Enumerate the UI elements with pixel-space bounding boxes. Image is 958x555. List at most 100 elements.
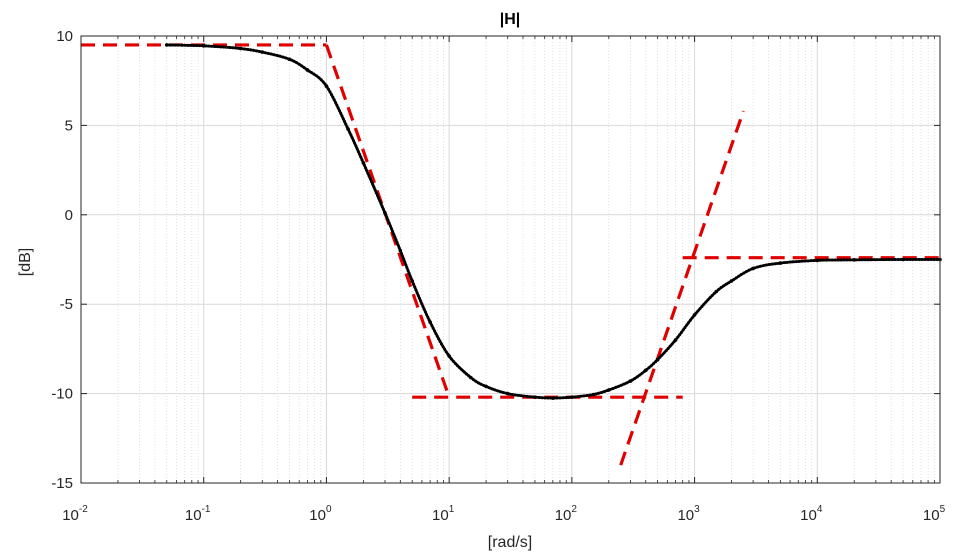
response-point <box>319 78 323 82</box>
response-point <box>349 133 353 137</box>
response-point <box>385 216 389 220</box>
response-point <box>685 323 689 327</box>
response-point <box>842 258 846 262</box>
response-point <box>622 382 626 386</box>
response-point <box>573 395 577 399</box>
response-point <box>872 258 876 262</box>
response-point <box>420 302 424 306</box>
data-point <box>305 68 310 72</box>
response-point <box>710 294 714 298</box>
response-point <box>168 43 172 47</box>
response-point <box>923 257 927 261</box>
response-point <box>818 258 822 262</box>
response-point <box>360 158 364 162</box>
response-point <box>773 262 777 266</box>
response-point <box>312 72 316 76</box>
response-point <box>788 260 792 264</box>
response-point <box>417 296 421 300</box>
response-point <box>453 362 457 366</box>
data-point <box>815 258 820 263</box>
response-point <box>377 196 381 200</box>
response-point <box>911 257 915 261</box>
response-point <box>440 342 444 346</box>
response-point <box>300 64 304 68</box>
data-point <box>852 258 857 262</box>
response-point <box>658 355 662 359</box>
response-point <box>737 274 741 278</box>
response-point <box>431 326 435 330</box>
response-point <box>435 334 439 338</box>
response-point <box>558 396 562 400</box>
response-point <box>490 387 494 391</box>
response-point <box>444 350 448 354</box>
response-point <box>329 92 333 96</box>
x-tick-base: 10 <box>62 507 79 524</box>
response-point <box>375 193 379 197</box>
response-point <box>540 396 544 400</box>
response-point <box>522 394 526 398</box>
response-point <box>401 254 405 258</box>
data-point <box>484 384 488 389</box>
response-point <box>561 396 565 400</box>
response-point <box>797 259 801 263</box>
response-point <box>412 282 416 286</box>
x-tick-label: 102 <box>555 504 578 524</box>
response-point <box>761 264 765 268</box>
response-point <box>860 258 864 262</box>
response-point <box>519 394 523 398</box>
response-point <box>670 342 674 346</box>
response-point <box>821 258 825 262</box>
data-point <box>901 257 905 262</box>
response-point <box>839 258 843 262</box>
response-point <box>866 258 870 262</box>
response-point <box>493 388 497 392</box>
response-point <box>848 258 852 262</box>
x-tick-base: 10 <box>923 507 940 524</box>
response-point <box>386 218 390 222</box>
response-point <box>782 261 786 265</box>
response-point <box>499 390 503 394</box>
response-point <box>394 238 398 242</box>
data-point <box>398 248 403 253</box>
response-point <box>292 59 296 63</box>
y-axis-label: [dB] <box>17 248 34 276</box>
response-point <box>358 152 362 156</box>
response-point <box>328 90 332 94</box>
response-point <box>441 345 445 349</box>
response-point <box>652 362 656 366</box>
response-point <box>234 46 238 50</box>
response-point <box>370 180 374 184</box>
response-point <box>351 138 355 142</box>
response-point <box>727 281 731 285</box>
response-point <box>890 258 894 262</box>
response-point <box>742 271 746 275</box>
response-point <box>216 45 220 49</box>
response-point <box>758 264 762 268</box>
response-point <box>696 309 700 313</box>
response-point <box>597 391 601 395</box>
response-point <box>310 71 314 75</box>
response-point <box>378 199 382 203</box>
response-point <box>905 257 909 261</box>
response-point <box>210 44 214 48</box>
data-point <box>714 289 718 294</box>
response-point <box>419 299 423 303</box>
data-point <box>346 127 350 131</box>
response-point <box>908 257 912 261</box>
response-point <box>513 393 517 397</box>
response-point <box>679 330 683 334</box>
response-point <box>348 130 352 134</box>
x-tick-exponent: -1 <box>202 504 211 515</box>
response-point <box>932 257 936 261</box>
response-point <box>836 258 840 262</box>
response-point <box>537 396 541 400</box>
data-point <box>751 266 755 271</box>
response-point <box>474 379 478 383</box>
response-point <box>845 258 849 262</box>
data-point <box>729 279 734 283</box>
response-point <box>388 224 392 228</box>
response-point <box>576 395 580 399</box>
response-point <box>827 258 831 262</box>
response-point <box>228 46 232 50</box>
